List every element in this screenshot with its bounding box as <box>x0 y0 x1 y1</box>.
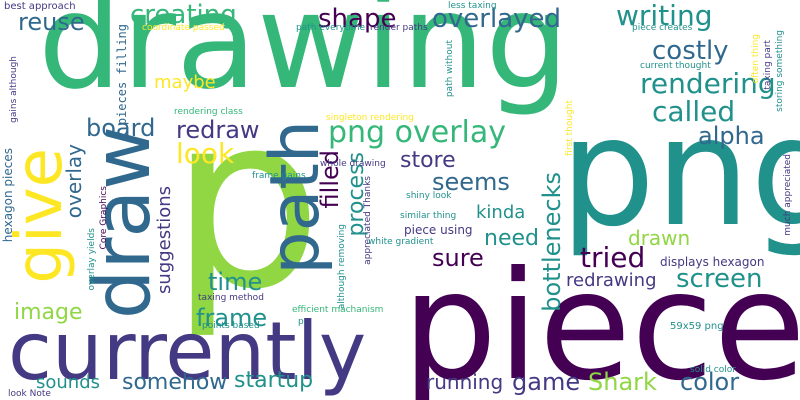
word-rendering-class: rendering class <box>174 107 243 117</box>
word-piece-creates: piece creates <box>632 23 693 33</box>
word-frame: frame <box>196 304 268 332</box>
word-called: called <box>652 95 736 128</box>
word-solid-color: solid color <box>690 365 736 375</box>
word-drawn: drawn <box>628 226 691 250</box>
word-seems: seems <box>432 168 510 196</box>
word-render-paths: render paths <box>370 23 428 33</box>
word-gains-although: gains although <box>9 56 19 123</box>
word-path-without: path without <box>445 40 455 98</box>
word-piece-using: piece using <box>404 223 473 237</box>
word-tried: tried <box>580 241 646 274</box>
word-currently: currently <box>8 305 367 398</box>
word-game: game <box>512 368 581 396</box>
word-much-appreciated: much appreciated <box>783 154 793 236</box>
word-time: time <box>208 268 263 296</box>
word-reuse: reuse <box>18 8 85 36</box>
word-kinda: kinda <box>476 202 526 223</box>
word-somehow: somehow <box>122 370 228 395</box>
word-costly: costly <box>652 36 729 66</box>
word-singleton-rendering: singleton rendering <box>326 113 414 123</box>
word-overlayed: overlayed <box>432 4 562 34</box>
word-p: p <box>170 62 323 342</box>
word-path-everytime: path everytime <box>296 23 366 33</box>
word-need: need <box>484 226 539 251</box>
word-writing: writing <box>616 0 713 32</box>
word-less-taxing: less taxing <box>448 1 497 11</box>
word-pieces-filling: pieces filling <box>115 24 129 126</box>
word-efficient-machanism: efficient machanism <box>292 305 384 315</box>
word-hexagon-pieces: hexagon pieces <box>1 148 15 243</box>
word-creating: creating <box>130 0 237 30</box>
word-shape: shape <box>318 4 397 34</box>
word-taxing-method: taxing method <box>198 293 264 303</box>
word-shiny-look: shiny look <box>406 191 452 201</box>
word-although-removing: although removing <box>337 224 347 310</box>
word-appreciated-thanks: appreciated Thanks <box>363 176 373 265</box>
word-bottlenecks: bottlenecks <box>538 172 566 312</box>
word-white-gradient: white gradient <box>368 237 434 247</box>
word-image: image <box>14 300 83 325</box>
word-displays-hexagon: displays hexagon <box>660 255 765 269</box>
word-piece: piece <box>402 240 800 400</box>
word-storing-something: storing something <box>775 30 785 112</box>
word-taxing-part: taxing part <box>763 40 773 90</box>
word-look-note: look Note <box>8 389 51 399</box>
word-overlay-yields: overlay yields <box>87 228 97 291</box>
word-png: png <box>560 86 800 260</box>
word-overlay: overlay <box>62 144 86 219</box>
word-frame-gains: frame gains <box>252 171 306 181</box>
word-drawing: drawing <box>38 0 570 119</box>
word-first-thought: first thought <box>565 100 575 156</box>
word-points-based: points based <box>202 321 260 331</box>
word-screen: screen <box>676 264 763 294</box>
word-png-overlay: png overlay <box>328 115 507 150</box>
word-sure: sure <box>432 244 484 272</box>
word-rendering: rendering <box>640 67 776 100</box>
word-best-approach: best approach <box>4 1 76 12</box>
word-shark: Shark <box>588 368 657 396</box>
word-often-thing: often thing <box>751 34 761 84</box>
word-maybe: maybe <box>154 72 216 93</box>
word-59x59-png: 59x59 png <box>670 321 724 332</box>
word-board: board <box>86 114 156 142</box>
word-current-thought: current thought <box>640 61 711 71</box>
word-alpha: alpha <box>698 122 765 150</box>
word-startup: startup <box>234 368 314 393</box>
word-look: look <box>176 137 235 170</box>
word-coordinate-passed: coordinate passed <box>142 23 225 33</box>
word-suggestions: suggestions <box>154 186 175 294</box>
word-whole-drawing: whole drawing <box>320 159 386 169</box>
word-redrawing: redrawing <box>566 270 657 291</box>
word-core-graphics: Core Graphics <box>99 186 109 250</box>
word-redraw: redraw <box>176 116 260 144</box>
word-running: running <box>426 370 504 394</box>
word-sounds: sounds <box>36 372 101 393</box>
word-store: store <box>400 148 456 173</box>
word-color: color <box>680 368 740 396</box>
word-p-small: p <box>298 317 304 327</box>
word-similar-thing: similar thing <box>400 211 457 221</box>
